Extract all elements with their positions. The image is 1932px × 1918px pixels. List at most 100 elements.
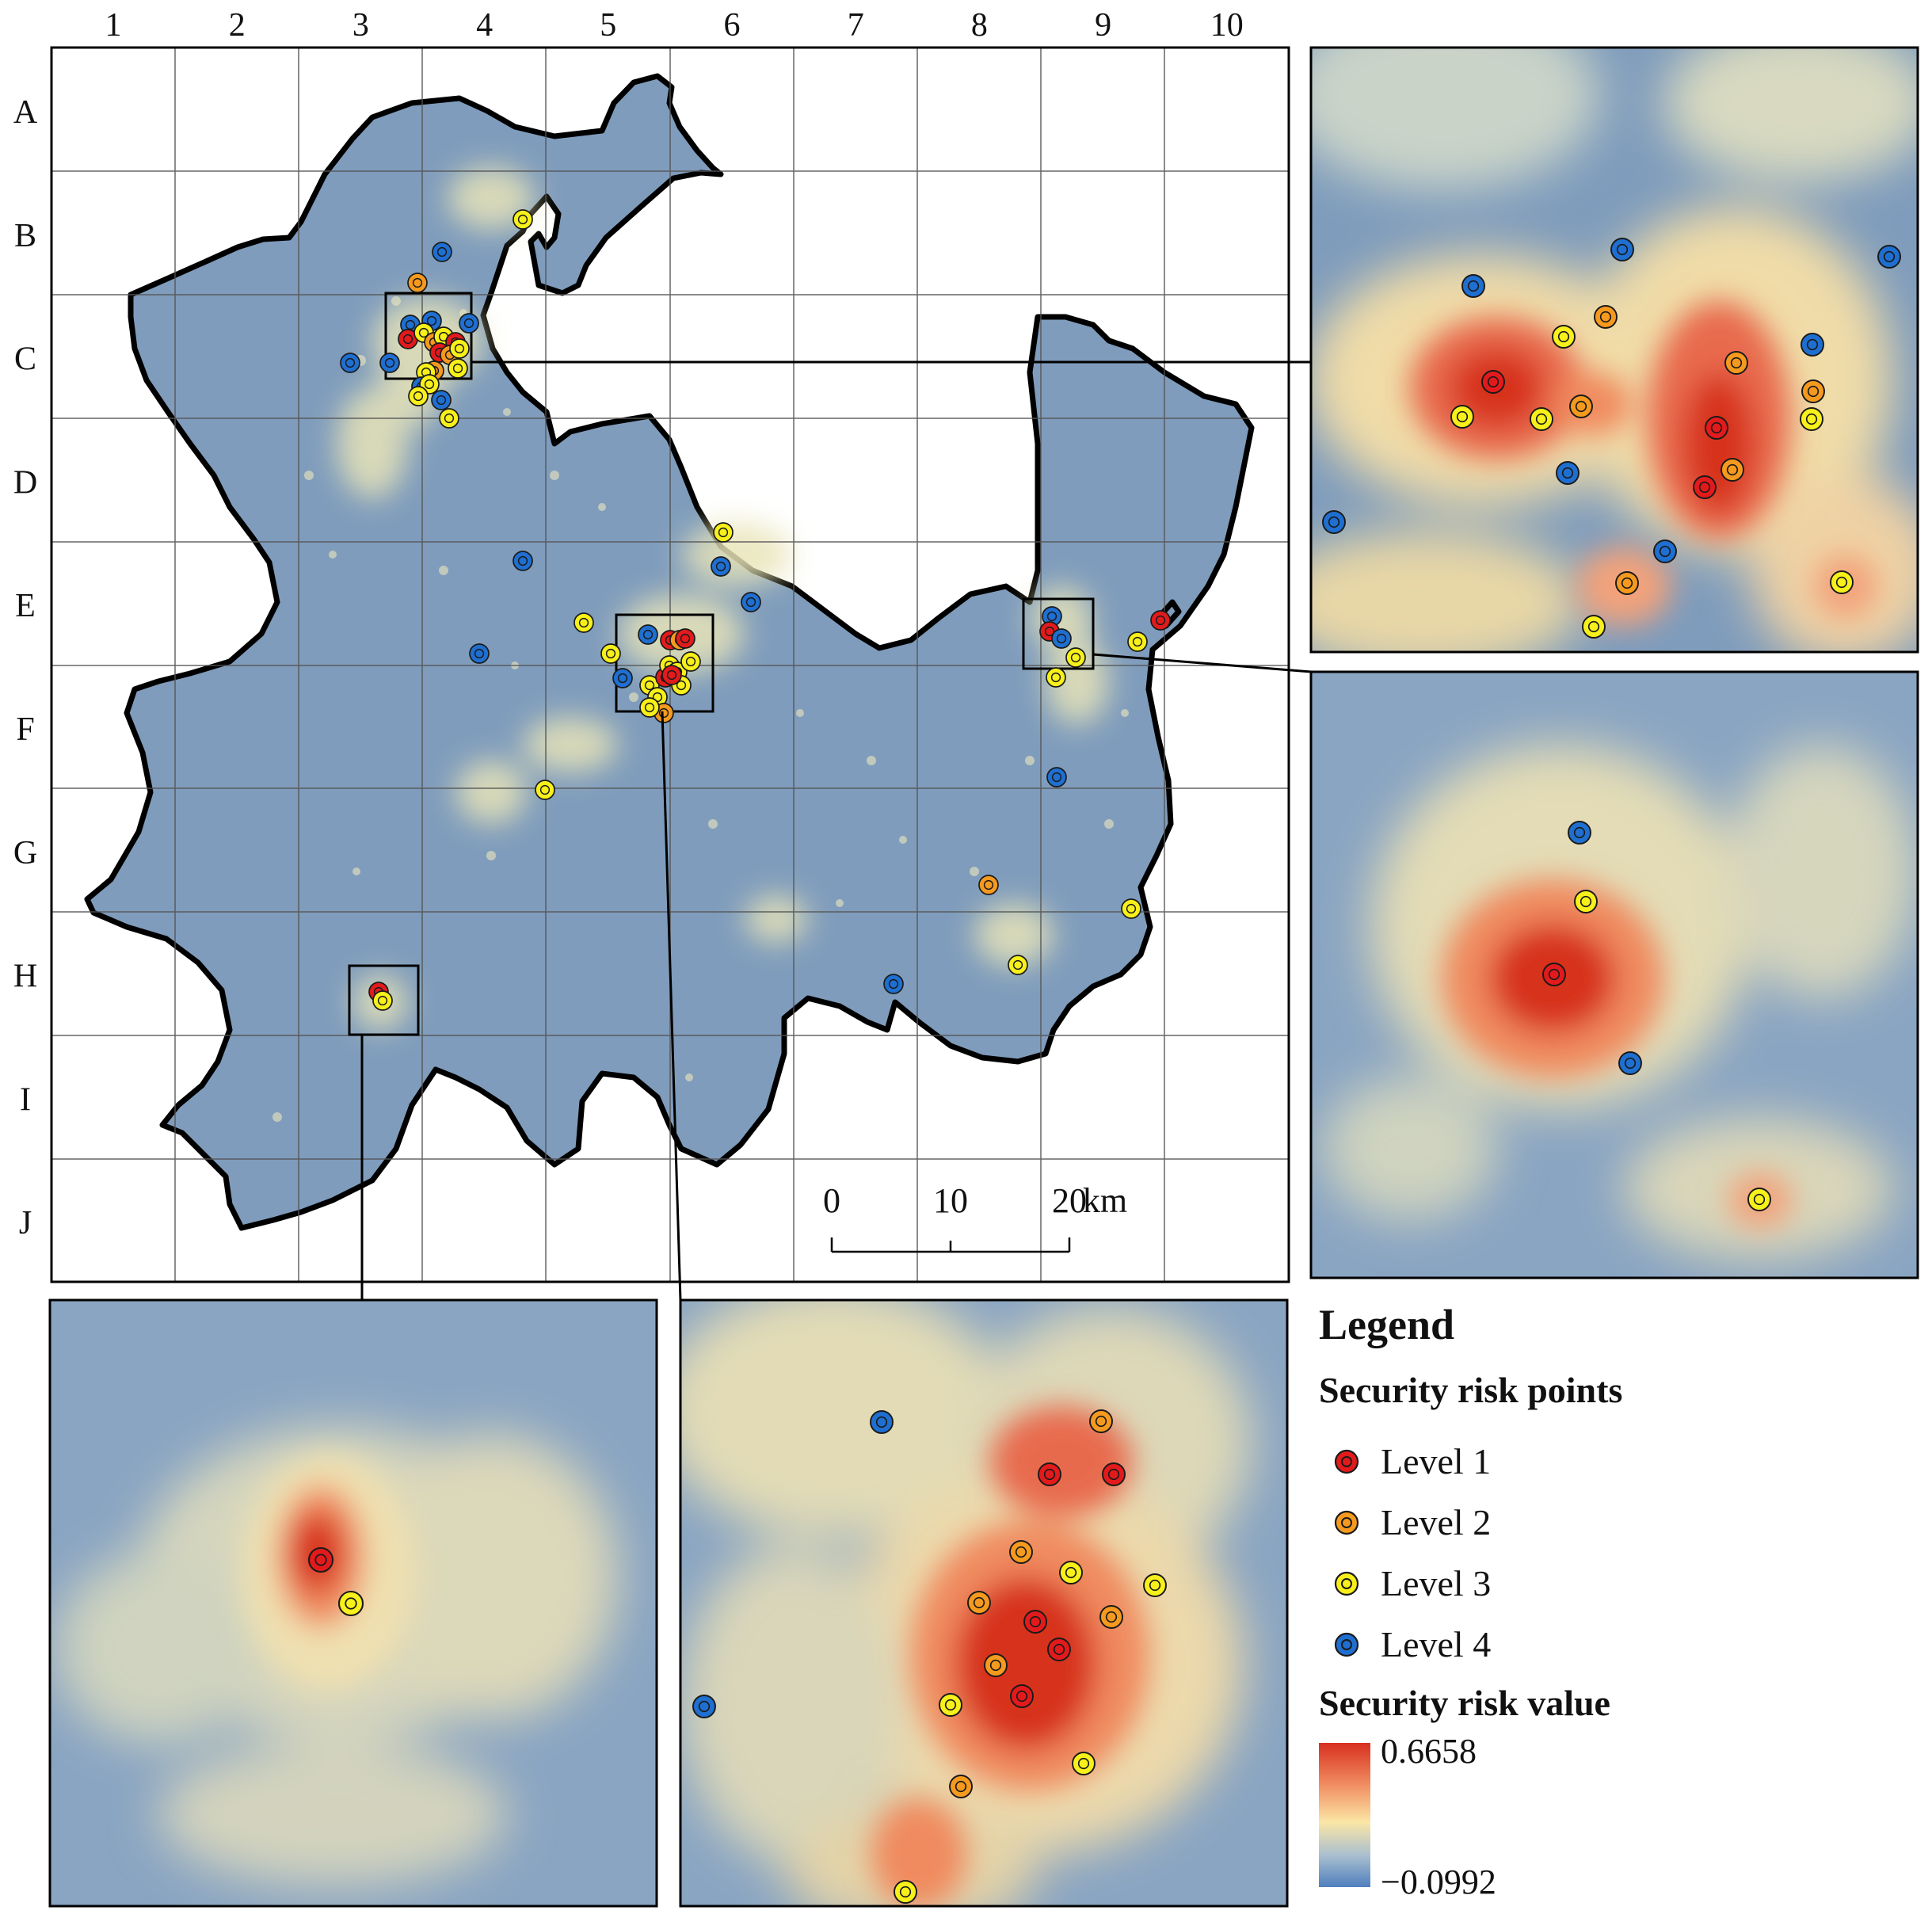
risk-point-level-3 [1065,647,1086,668]
risk-point-level-1 [1542,963,1566,986]
grid-row-label-F: F [16,711,34,748]
risk-point-level-1 [1693,475,1717,499]
zoom-panel-e5 [679,1298,1289,1908]
legend-marker-level-3 [1334,1571,1359,1596]
risk-point-level-4 [513,551,533,571]
risk-point-level-2 [984,1653,1008,1677]
grid-row-label-E: E [15,588,36,624]
risk-point-level-2 [1615,571,1639,595]
grid-col-label-8: 8 [971,7,988,44]
grid-row-labels: A B C D E F G H I J [13,94,38,1241]
risk-point-level-3 [1830,570,1854,594]
risk-point-level-1 [1102,1462,1126,1486]
risk-point-level-3 [713,522,734,543]
risk-point-level-1 [307,1546,334,1573]
risk-point-level-2 [1009,1540,1033,1564]
risk-point-level-4 [459,313,479,334]
grid-col-label-10: 10 [1210,7,1244,44]
risk-point-level-4 [1610,238,1634,261]
zoom-panel-e9 [1309,670,1919,1279]
risk-point-level-3 [1121,898,1141,919]
risk-point-level-3 [372,990,393,1011]
legend-color-ramp [1319,1743,1370,1887]
legend-points-heading: Security risk points [1319,1370,1622,1410]
risk-point-level-1 [1038,1462,1061,1486]
risk-point-level-4 [711,556,731,577]
grid-col-label-1: 1 [105,7,122,44]
legend-label-level-3: Level 3 [1381,1563,1491,1603]
legend-value-max: 0.6658 [1381,1732,1477,1771]
risk-point-level-2 [1721,458,1744,482]
risk-point-level-3 [408,386,429,406]
legend-marker-level-4 [1334,1632,1359,1657]
legend-value-heading: Security risk value [1319,1683,1610,1723]
risk-point-level-4 [638,624,658,645]
legend-marker-level-1 [1334,1449,1359,1474]
risk-point-level-3 [1143,1573,1167,1597]
grid-col-label-4: 4 [476,7,493,44]
zoom-h3-risk-points [307,1546,364,1617]
legend-item-level-2: Level 2 [1334,1502,1491,1542]
zoom-c4-risk-points [1322,238,1901,639]
main-map: 1 2 3 4 5 6 7 8 9 10 A B C D E F G H I J 0 10 20 km [13,7,1290,1283]
risk-point-level-3 [1747,1188,1771,1211]
risk-point-level-4 [340,353,360,373]
map-grid [51,48,1289,1282]
risk-point-level-4 [1461,274,1485,298]
grid-row-label-B: B [14,218,36,254]
legend-item-level-3: Level 3 [1334,1563,1491,1603]
risk-point-level-2 [978,875,999,895]
scale-tick-20: 20 [1052,1181,1087,1220]
scale-tick-10: 10 [933,1181,968,1220]
risk-point-level-3 [1800,407,1823,431]
risk-point-level-4 [1653,540,1677,563]
risk-point-level-3 [1072,1752,1096,1775]
risk-point-level-4 [612,668,633,688]
risk-point-level-4 [1568,821,1591,845]
risk-point-level-3 [1574,890,1598,913]
risk-point-level-1 [675,628,695,649]
risk-point-level-3 [439,408,459,429]
risk-point-level-2 [407,273,428,293]
grid-column-labels: 1 2 3 4 5 6 7 8 9 10 [105,7,1244,44]
risk-point-level-4 [1046,767,1067,787]
risk-point-level-3 [1530,407,1553,431]
risk-point-level-2 [1594,305,1618,329]
zoom-panel-c4 [1309,46,1919,654]
urban-texture-fine [272,296,1129,1122]
risk-point-level-3 [1059,1561,1083,1584]
risk-point-level-3 [1552,325,1576,349]
risk-point-level-2 [1089,1409,1113,1433]
risk-point-level-4 [741,592,761,612]
legend-item-level-1: Level 1 [1334,1441,1491,1481]
risk-point-level-1 [1023,1610,1047,1634]
grid-col-label-6: 6 [724,7,741,44]
risk-point-level-4 [379,353,400,373]
risk-point-level-1 [1010,1684,1034,1708]
risk-point-level-4 [431,390,452,410]
risk-point-level-2 [1724,351,1748,375]
risk-point-level-1 [1705,416,1728,440]
risk-point-level-3 [574,612,594,633]
legend: Legend Security risk points Level 1Level… [1319,1301,1622,1901]
risk-point-level-3 [639,697,660,718]
risk-point-level-2 [1099,1605,1123,1629]
risk-point-level-3 [600,643,621,664]
risk-point-level-3 [894,1880,917,1904]
legend-value-min: −0.0992 [1381,1863,1496,1901]
risk-point-level-3 [1450,405,1474,429]
grid-col-label-3: 3 [352,7,369,44]
risk-point-level-4 [1877,245,1901,269]
legend-label-level-2: Level 2 [1381,1502,1491,1542]
risk-point-level-1 [661,665,682,685]
legend-marker-level-2 [1334,1510,1359,1535]
risk-point-level-2 [949,1775,973,1798]
risk-point-level-4 [1322,510,1346,534]
risk-point-level-4 [692,1695,716,1718]
risk-point-level-4 [883,974,904,994]
risk-point-level-3 [337,1590,364,1617]
risk-point-level-3 [535,780,555,800]
risk-point-level-3 [448,358,468,379]
risk-point-level-3 [1008,955,1028,975]
